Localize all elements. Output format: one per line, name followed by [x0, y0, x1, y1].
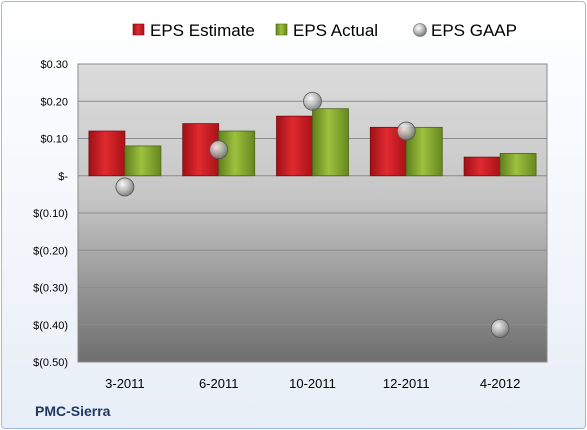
marker-eps-gaap-4-2012: [490, 319, 510, 338]
y-tick-label: $(0.50): [33, 357, 68, 369]
x-tick-label: 4-2012: [480, 376, 520, 391]
legend-swatch-eps-actual: [275, 23, 288, 36]
y-axis: $0.30 $0.20 $0.10 $- $(0.10) $(0.20) $(0.30) $(…: [33, 59, 68, 369]
x-axis: 3-2011 6-2011 10-2011 12-2011 4-2012: [105, 376, 520, 391]
x-tick-label: 6-2011: [199, 376, 239, 391]
bar-eps-estimate-3-2011: [88, 130, 126, 177]
gaap-markers: [115, 91, 510, 338]
y-tick-label: $-: [58, 171, 68, 183]
marker-eps-gaap-3-2011: [115, 177, 135, 197]
bar-eps-actual-10-2011: [312, 108, 349, 177]
bar-eps-estimate-10-2011: [276, 115, 313, 177]
y-tick-label: $0.30: [40, 59, 68, 71]
y-tick-label: $(0.10): [33, 208, 68, 220]
legend-swatch-eps-gaap: [413, 23, 427, 37]
marker-eps-gaap-6-2011: [209, 140, 229, 160]
legend-label-eps-actual: EPS Actual: [293, 21, 378, 40]
x-tick-label: 10-2011: [289, 376, 336, 391]
gridlines: [78, 63, 547, 363]
bar-eps-estimate-4-2012: [463, 156, 501, 177]
x-tick-label: 3-2011: [105, 376, 145, 391]
x-tick-label: 12-2011: [383, 376, 430, 391]
y-tick-label: $(0.40): [33, 320, 68, 332]
y-tick-label: $0.10: [40, 134, 68, 146]
legend-label-eps-estimate: EPS Estimate: [150, 21, 255, 40]
legend-label-eps-gaap: EPS GAAP: [431, 21, 517, 40]
bar-eps-actual-3-2011: [124, 145, 162, 177]
y-tick-label: $(0.20): [33, 245, 68, 257]
legend: EPS Estimate EPS Actual EPS GAAP: [132, 21, 517, 40]
bar-eps-actual-4-2012: [499, 152, 537, 177]
legend-swatch-eps-estimate: [132, 23, 145, 36]
y-tick-label: $0.20: [40, 96, 68, 108]
company-name: PMC-Sierra: [35, 403, 111, 419]
y-tick-label: $(0.30): [33, 283, 68, 295]
marker-eps-gaap-10-2011: [303, 91, 322, 111]
marker-eps-gaap-12-2011: [396, 121, 416, 141]
